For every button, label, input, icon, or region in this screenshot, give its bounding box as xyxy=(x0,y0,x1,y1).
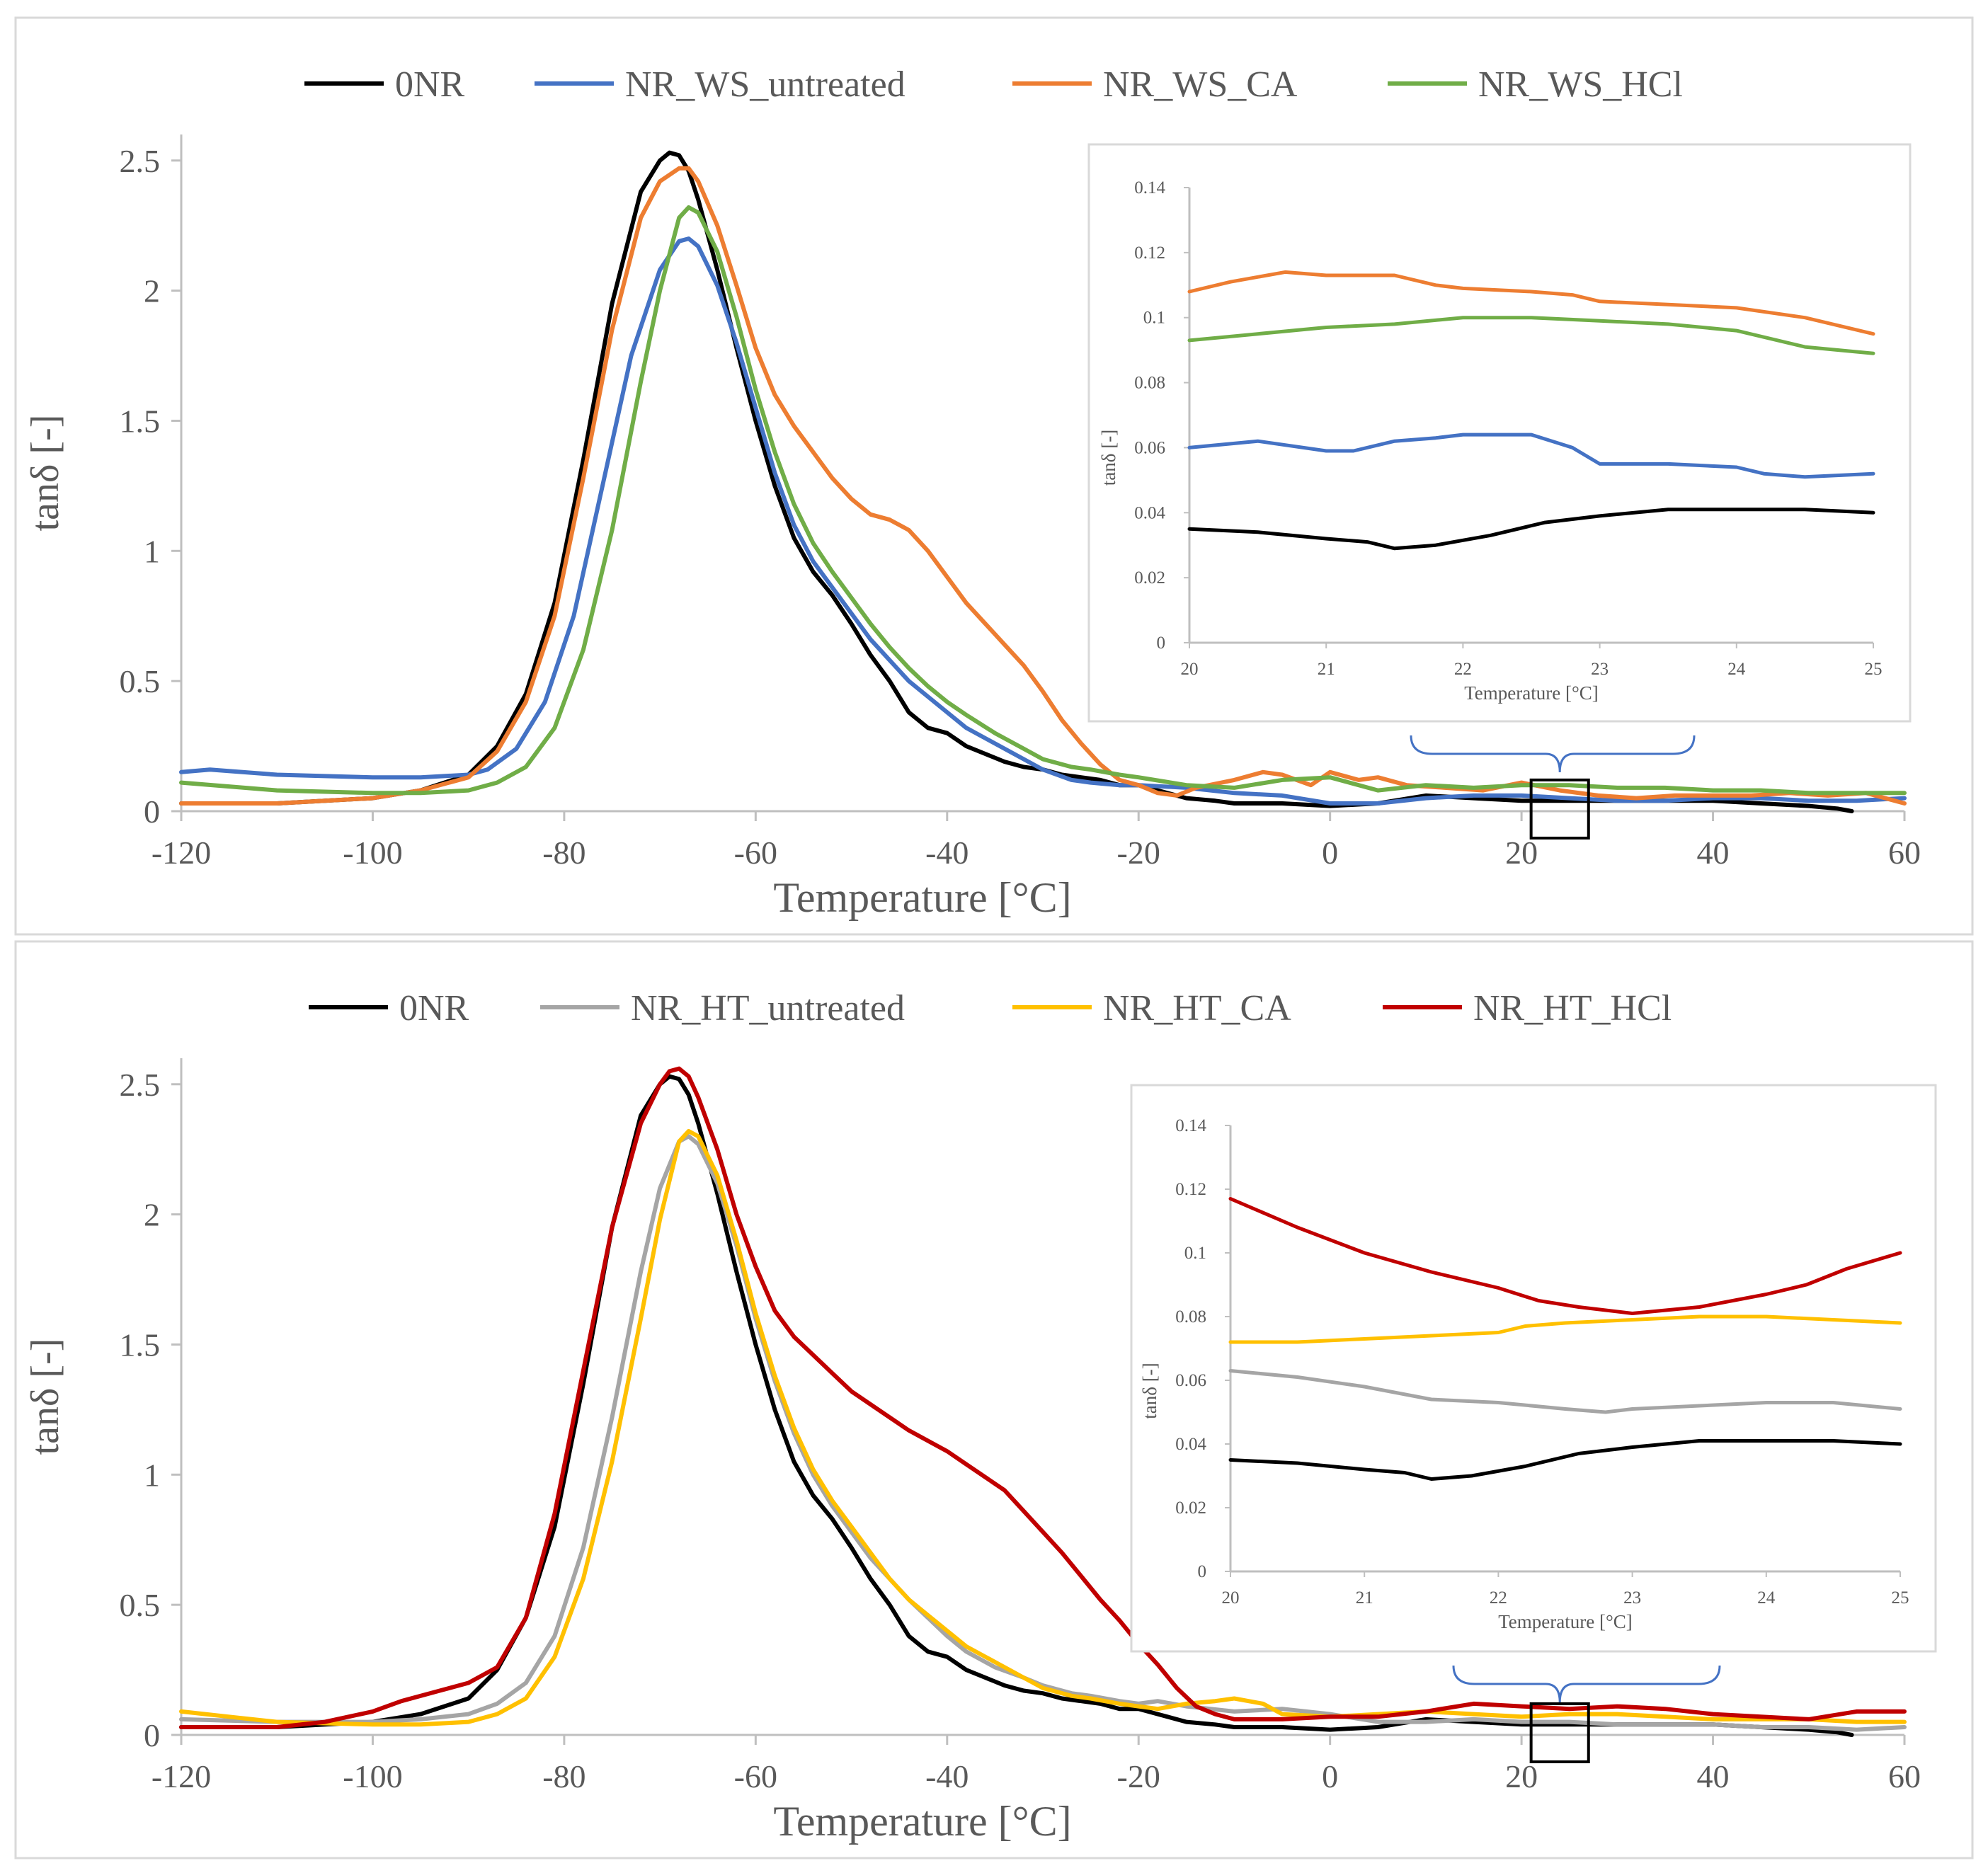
inset-y-tick-label: 0.12 xyxy=(1175,1180,1206,1199)
inset-x-tick-label: 20 xyxy=(1222,1588,1240,1608)
x-tick-label: 20 xyxy=(1505,835,1538,871)
legend-label-nr-ws-hcl: NR_WS_HCl xyxy=(1478,64,1683,105)
inset-series-line-0nr xyxy=(1228,1439,1902,1481)
y-tick-label: 0.5 xyxy=(120,663,161,699)
inset-y-tick-label: 0.06 xyxy=(1175,1371,1206,1390)
inset-series-line-nr-ht-ca xyxy=(1228,1314,1902,1344)
y-tick-label: 0 xyxy=(144,793,160,830)
inset-y-tick-label: 0.04 xyxy=(1134,503,1165,522)
legend-label-0nr: 0NR xyxy=(395,64,465,105)
y-tick-label: 1 xyxy=(144,533,160,569)
inset-x-tick-label: 22 xyxy=(1490,1588,1507,1608)
inset-x-tick-label: 23 xyxy=(1623,1588,1641,1608)
series-line-nr-ht-hcl xyxy=(179,1066,1907,1729)
x-tick-label: -80 xyxy=(542,835,585,871)
x-tick-label: -120 xyxy=(152,1758,211,1794)
x-axis-title: Temperature [°C] xyxy=(773,874,1071,921)
legend-label-nr-ht-ca: NR_HT_CA xyxy=(1103,988,1291,1028)
y-tick-label: 0 xyxy=(144,1717,160,1753)
zoom-region-box xyxy=(1529,1702,1590,1764)
x-tick-label: -40 xyxy=(925,835,969,871)
inset-x-tick-label: 20 xyxy=(1181,660,1199,679)
inset-y-tick-label: 0.12 xyxy=(1134,243,1165,263)
legend-label-0nr: 0NR xyxy=(399,988,469,1028)
inset-y-tick-label: 0.1 xyxy=(1143,309,1165,328)
chart-frame xyxy=(14,940,1974,1860)
y-tick-label: 2 xyxy=(144,1197,160,1233)
y-tick-label: 1.5 xyxy=(120,1326,161,1363)
inset-y-tick-label: 0.08 xyxy=(1175,1307,1206,1326)
zoom-region-box xyxy=(1529,778,1590,840)
y-tick-label: 1.5 xyxy=(120,403,161,439)
inset-y-tick-label: 0.1 xyxy=(1184,1244,1206,1263)
legend-label-nr-ws-untreated: NR_WS_untreated xyxy=(625,64,906,105)
inset-y-tick-label: 0.08 xyxy=(1134,374,1165,393)
inset-series-line-nr-ws-untreated xyxy=(1187,432,1875,479)
y-tick-label: 2.5 xyxy=(120,1067,161,1103)
y-axis-title: tanδ [-] xyxy=(23,1339,67,1455)
inset-y-tick-label: 0.06 xyxy=(1134,438,1165,457)
inset-y-axis-title: tanδ [-] xyxy=(1139,1363,1160,1419)
x-tick-label: -80 xyxy=(542,1758,585,1794)
inset-y-tick-label: 0.02 xyxy=(1175,1499,1206,1518)
inset-x-axis-title: Temperature [°C] xyxy=(1498,1611,1633,1632)
x-tick-label: -60 xyxy=(734,1758,777,1794)
chart-panel-ws: 0NR NR_WS_untreated NR_WS_CA NR_WS_HCl 0 0.5 1… xyxy=(14,16,1974,936)
inset-frame xyxy=(1130,1084,1937,1653)
x-tick-label: -40 xyxy=(925,1758,969,1794)
inset-y-tick-label: 0.14 xyxy=(1175,1116,1206,1135)
inset-x-tick-label: 23 xyxy=(1591,660,1609,679)
y-tick-label: 2.5 xyxy=(120,143,161,179)
x-tick-label: -100 xyxy=(343,835,402,871)
legend-label-nr-ht-hcl: NR_HT_HCl xyxy=(1473,988,1672,1028)
x-tick-label: 40 xyxy=(1697,835,1730,871)
series-line-nr-ws-hcl xyxy=(179,205,1907,796)
inset-x-axis-title: Temperature [°C] xyxy=(1464,682,1599,704)
inset-x-tick-label: 25 xyxy=(1865,660,1883,679)
chart-panel-ht: 0NR NR_HT_untreated NR_HT_CA NR_HT_HCl 0 0.5 1… xyxy=(14,940,1974,1860)
inset-series-line-nr-ws-hcl xyxy=(1187,316,1875,355)
inset-x-tick-label: 24 xyxy=(1757,1588,1776,1608)
x-tick-label: 0 xyxy=(1322,1758,1338,1794)
legend-label-nr-ws-ca: NR_WS_CA xyxy=(1103,64,1298,105)
inset-series-line-nr-ws-ca xyxy=(1187,270,1875,336)
x-axis-title: Temperature [°C] xyxy=(773,1798,1071,1845)
y-tick-label: 2 xyxy=(144,273,160,309)
inset-y-tick-label: 0.14 xyxy=(1134,178,1165,197)
inset-series-line-nr-ht-untreated xyxy=(1228,1369,1902,1414)
inset-x-tick-label: 24 xyxy=(1727,660,1746,679)
inset-x-tick-label: 22 xyxy=(1454,660,1472,679)
x-tick-label: -20 xyxy=(1117,1758,1160,1794)
x-tick-label: 60 xyxy=(1888,1758,1921,1794)
inset-y-tick-label: 0.02 xyxy=(1134,568,1165,588)
x-tick-label: -20 xyxy=(1117,835,1160,871)
inset-x-tick-label: 25 xyxy=(1892,1588,1909,1608)
inset-x-tick-label: 21 xyxy=(1318,660,1335,679)
x-tick-label: -120 xyxy=(152,835,211,871)
inset-y-tick-label: 0.04 xyxy=(1175,1435,1206,1454)
chart-frame xyxy=(14,16,1974,936)
x-tick-label: 0 xyxy=(1322,835,1338,871)
inset-x-tick-label: 21 xyxy=(1356,1588,1373,1608)
x-tick-label: 40 xyxy=(1697,1758,1730,1794)
y-axis-title: tanδ [-] xyxy=(23,415,67,532)
y-tick-label: 1 xyxy=(144,1457,160,1493)
series-line-nr-ws-untreated xyxy=(179,236,1907,806)
legend-label-nr-ht-untreated: NR_HT_untreated xyxy=(631,988,905,1028)
inset-series-line-nr-ht-hcl xyxy=(1228,1197,1902,1315)
series-line-nr-ht-ca xyxy=(179,1129,1907,1727)
inset-y-tick-label: 0 xyxy=(1157,634,1166,653)
inset-y-tick-label: 0 xyxy=(1198,1562,1207,1581)
x-tick-label: 60 xyxy=(1888,835,1921,871)
x-tick-label: 20 xyxy=(1505,1758,1538,1794)
inset-frame xyxy=(1087,143,1912,723)
zoom-brace xyxy=(1410,735,1696,773)
inset-series-line-0nr xyxy=(1187,508,1875,551)
zoom-brace xyxy=(1452,1665,1721,1703)
inset-y-axis-title: tanδ [-] xyxy=(1098,430,1119,486)
y-tick-label: 0.5 xyxy=(120,1587,161,1623)
x-tick-label: -60 xyxy=(734,835,777,871)
x-tick-label: -100 xyxy=(343,1758,402,1794)
